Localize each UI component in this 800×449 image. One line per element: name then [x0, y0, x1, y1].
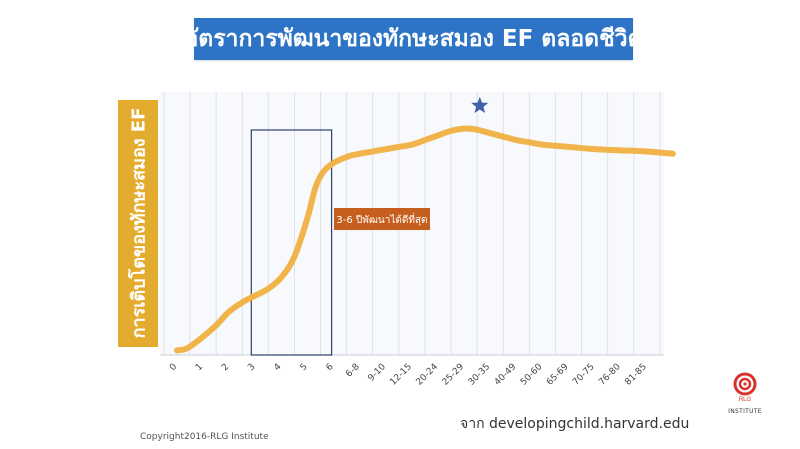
x-tick-label: 6 [325, 362, 336, 373]
x-tick-label: 12-15 [388, 362, 414, 388]
ef-growth-curve [174, 125, 676, 354]
x-tick-label: 30-35 [467, 362, 493, 388]
x-tick-label: 65-69 [545, 362, 571, 388]
x-tick-label: 0 [168, 362, 179, 373]
x-tick-label: 50-60 [519, 362, 545, 388]
x-tick-label: 70-75 [571, 362, 597, 388]
x-tick-label: 4 [272, 362, 283, 373]
x-tick-label: 40-49 [493, 362, 519, 388]
x-tick-label: 5 [298, 362, 309, 373]
x-tick-label: 9-10 [366, 362, 388, 384]
x-tick-label: 81-85 [623, 362, 649, 388]
x-tick-label: 6-8 [344, 362, 362, 380]
x-tick-label: 25-29 [441, 362, 467, 388]
rlg-logo: RLG INSTITUTE [728, 369, 762, 415]
x-tick-label: 3 [246, 362, 257, 373]
logo-text: INSTITUTE [728, 408, 762, 415]
highlight-range-box [250, 129, 333, 356]
x-tick-label: 20-24 [415, 362, 441, 388]
x-tick-label: 76-80 [597, 362, 623, 388]
source-citation: จาก developingchild.harvard.edu [460, 416, 690, 432]
callout-box [334, 208, 430, 230]
peak-star-icon [471, 96, 489, 113]
svg-text:RLG: RLG [739, 397, 752, 403]
callout-label: 3-6 ปีพัฒนาได้ดีที่สุด [336, 212, 427, 226]
x-tick-label: 1 [194, 362, 205, 373]
slide-title: อัตราการพัฒนาของทักษะสมอง EF ตลอดชีวิต [184, 18, 643, 60]
y-axis-label-box [118, 100, 158, 347]
x-tick-label: 2 [220, 362, 231, 373]
copyright-text: Copyright2016-RLG Institute [140, 432, 269, 442]
rlg-logo-icon: RLG [728, 369, 762, 403]
